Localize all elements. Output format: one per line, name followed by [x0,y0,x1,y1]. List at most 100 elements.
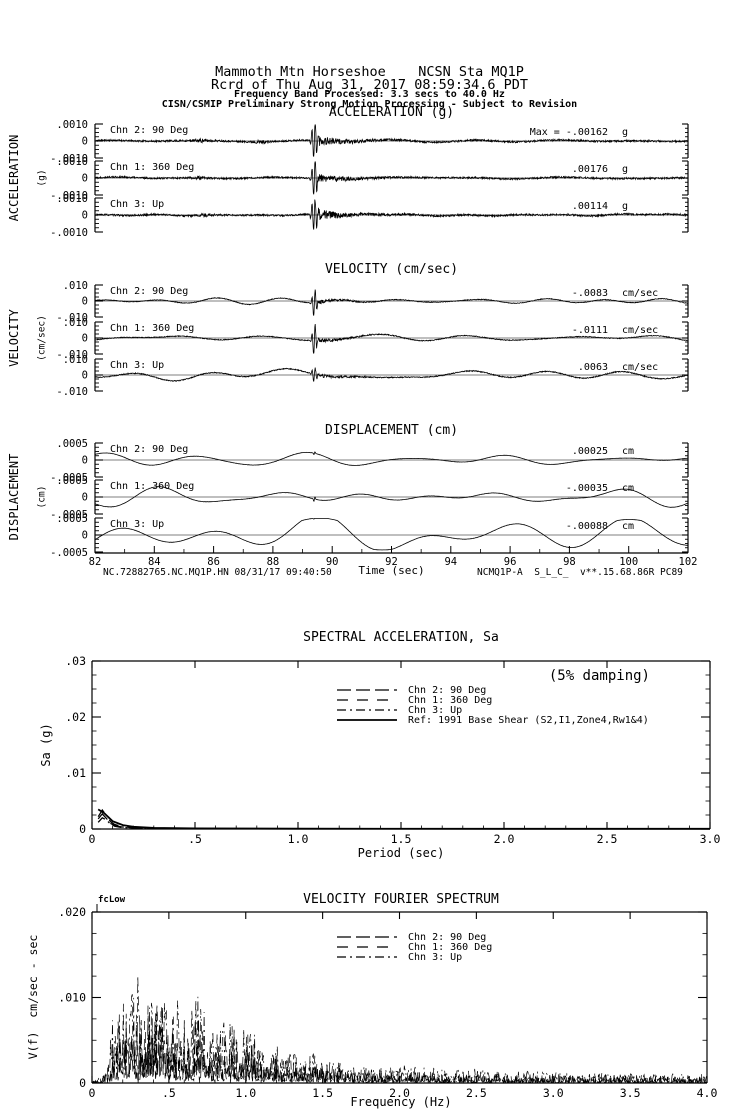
acceleration-yunit: (g) [36,169,48,187]
ytick-label: .0010 [56,119,88,131]
peak-value: .00176 [572,164,608,175]
ytick-label: .010 [63,280,88,292]
acceleration-ylabel: ACCELERATION [7,134,21,222]
spectral-acceleration-series-2 [97,808,710,830]
spectral-acceleration-series-3 [97,816,710,830]
time-axis-label: Time (sec) [358,564,425,577]
acceleration-time-series-trace-2 [94,161,689,195]
ytick-label: .02 [65,710,86,724]
legend-line-sample [337,689,397,691]
ytick-label: -.0010 [50,227,88,239]
channel-label: Chn 1: 360 Deg [110,481,194,492]
peak-value: .00114 [572,201,608,212]
peak-unit: cm/sec [622,288,658,299]
xtick-label: 84 [148,556,161,568]
xtick-label: 0 [89,1086,96,1100]
legend-line-sample [337,709,397,711]
legend-label: Chn 1: 360 Deg [408,694,493,706]
xtick-label: 2.5 [597,832,618,846]
peak-value: -.00035 [566,483,608,494]
velocity-fourier-spectrum-series-3 [92,975,707,1084]
peak-value: -.0083 [572,288,608,299]
ytick-label: 0 [82,173,88,185]
legend-label: Chn 2: 90 Deg [408,931,487,943]
displacement-time-series-trace-2 [94,486,689,508]
acceleration-time-series: .0010 0 -.0010 Chn 2: 90 Deg Max = -.00162 g.… [50,119,689,239]
xtick-label: 2.0 [389,1086,410,1100]
ytick-label: .0010 [56,193,88,205]
sa-legend: Chn 2: 90 Deg Chn 1: 360 Deg Chn 3: Up Ref:… [336,685,649,726]
xtick-label: 1.0 [235,1086,256,1100]
fourier-title: VELOCITY FOURIER SPECTRUM [303,892,499,907]
xtick-label: 2.5 [466,1086,487,1100]
xtick-label: 1.5 [391,832,412,846]
displacement-time-series: .0005 0 -.0005 Chn 2: 90 Deg .00025 cm .0005 0 -… [50,438,689,559]
velocity-fourier-spectrum-series-2 [91,1004,708,1084]
velocity-ylabel: VELOCITY [7,309,21,367]
legend-label: Chn 3: Up [408,704,463,716]
peak-value: -.00088 [566,521,608,532]
record-id: NC.72882765.NC.MQ1P.HN 08/31/17 09:40:50 [103,567,332,578]
velocity-fourier-spectrum-series-1 [91,1029,708,1084]
fourier-legend: Chn 2: 90 Deg Chn 1: 360 Deg Chn 3: Up [336,931,493,963]
acceleration-title: ACCELERATION (g) [328,105,455,120]
spectral-acceleration-series-4 [97,808,710,830]
legend-line-sample [337,719,397,721]
legend-label: Chn 3: Up [408,951,463,963]
header-band-line: Frequency Band Processed: 3.3 secs to 40… [234,89,505,100]
ytick-label: .01 [65,766,86,780]
ytick-label: .010 [63,354,88,366]
ytick-label: 0 [82,210,88,222]
peak-unit: cm [622,446,634,457]
processing-id: NCMQ1P-A S_L_C_ v**.15.68.86R PC89 [477,567,683,578]
legend-entry: Chn 1: 360 Deg [336,941,493,953]
velocity-time-series-trace-2 [94,323,688,354]
legend-line-sample [337,956,397,958]
ytick-label: 0 [82,370,88,382]
legend-entry: Chn 1: 360 Deg [336,694,649,706]
ytick-label: 0 [82,492,88,504]
sa-damping-note: (5% damping) [548,668,650,684]
displacement-title: DISPLACEMENT (cm) [324,423,459,438]
xtick-label: 1.0 [288,832,309,846]
velocity-time-series-trace-3 [94,367,689,382]
xtick-label: 3.5 [620,1086,641,1100]
channel-label: Chn 1: 360 Deg [110,162,194,173]
velocity-yunit: (cm/sec) [36,315,48,361]
sa-xlabel: Period (sec) [357,846,445,860]
xtick-label: 102 [679,556,698,568]
xtick-label: 96 [504,556,517,568]
peak-unit: cm/sec [622,325,658,336]
peak-unit: cm/sec [622,362,658,373]
xtick-label: 3.0 [700,832,721,846]
spectral-acceleration: 0 .5 1.0 1.5 2.0 2.5 3.0 0 .01 .02 .03 [65,654,720,846]
xtick-label: 98 [563,556,576,568]
ytick-label: 0 [82,333,88,345]
ytick-label: -.0005 [50,472,88,484]
ytick-label: -.010 [56,386,88,398]
legend-entry: Chn 3: Up [336,704,649,716]
ytick-label: 0 [82,136,88,148]
xtick-label: 86 [207,556,220,568]
ytick-label: -.0010 [50,153,88,165]
displacement-time-series-trace-1 [94,451,689,466]
channel-label: Chn 3: Up [110,519,164,530]
legend-line-sample [337,699,397,701]
channel-label: Chn 2: 90 Deg [110,444,188,455]
channel-label: Chn 3: Up [110,360,164,371]
ytick-label: -.0005 [50,509,88,521]
ytick-label: 0 [79,822,86,836]
fclow-marker: fcLow [98,895,126,905]
time-axis: 82 84 86 88 90 92 94 96 98 100 102 [89,546,698,568]
xtick-label: .5 [188,832,202,846]
legend-label: Chn 1: 360 Deg [408,941,493,953]
ytick-label: 0 [79,1076,86,1090]
velocity-time-series: .010 0 -.010 Chn 2: 90 Deg -.0083 cm/sec .010 0… [56,280,689,398]
legend-label: Ref: 1991 Base Shear (S2,I1,Zone4,Rw1&4) [408,714,649,726]
peak-unit: g [622,201,628,212]
peak-value: -.0111 [572,325,608,336]
ytick-label: 0 [82,296,88,308]
ytick-label: .03 [65,654,86,668]
xtick-label: 4.0 [697,1086,718,1100]
